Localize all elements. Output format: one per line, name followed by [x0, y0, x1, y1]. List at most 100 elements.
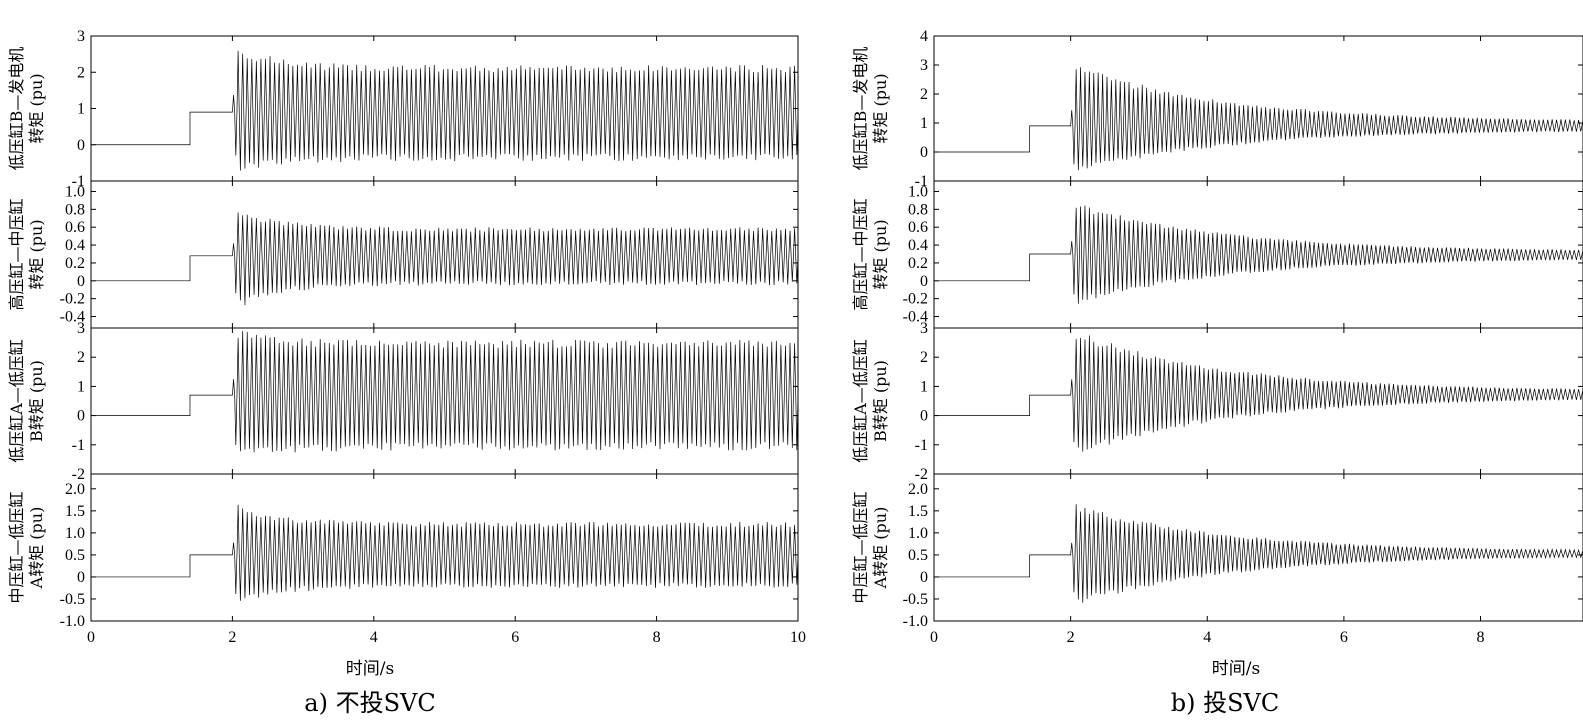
y-tick-label: 1.0 [65, 525, 85, 542]
subplot-1: -1 0 1 2 3 4 低压缸B—发电机 转矩 (pu) [851, 28, 1583, 190]
y-axis-label: A转矩 (pu) [27, 507, 46, 590]
x-tick-label: 8 [1477, 629, 1485, 646]
y-tick-label: 0.8 [908, 201, 928, 218]
x-tick-label: 4 [370, 629, 378, 646]
y-tick-label: 0.5 [908, 547, 928, 564]
y-tick-label: 2 [920, 86, 928, 103]
torque-trace [934, 504, 1583, 603]
y-tick-label: -0.2 [60, 291, 85, 308]
y-axis-label: 低压缸A—低压缸 [7, 339, 26, 463]
y-tick-label: 1.5 [908, 503, 928, 520]
y-tick-label: -1 [72, 173, 85, 190]
y-tick-label: 1 [77, 378, 85, 395]
y-tick-label: 0 [920, 273, 928, 290]
y-tick-label: -2 [72, 466, 85, 483]
torque-trace [91, 212, 799, 306]
y-tick-label: -0.5 [60, 591, 85, 608]
y-tick-label: 0 [77, 137, 85, 154]
y-tick-label: 2 [77, 349, 85, 366]
y-axis-label: 转矩 (pu) [27, 219, 46, 289]
y-tick-label: 3 [920, 320, 928, 337]
subplot-3: -2 -1 0 1 2 3 低压缸A—低压缸 B转矩 (pu) [7, 320, 799, 483]
y-tick-label: 0.2 [65, 255, 85, 272]
subplot-2: -0.4-0.200.20.40.60.81.0 高压缸—中压缸 转矩 (pu) [851, 180, 1583, 329]
y-tick-label: 2 [77, 64, 85, 81]
y-tick-label: 0 [920, 408, 928, 425]
subplot-1: -1 0 1 2 3 低压缸B—发电机 转矩 (pu) [7, 28, 799, 190]
x-tick-label: 4 [1203, 629, 1211, 646]
y-tick-label: 3 [77, 28, 85, 45]
y-tick-label: -0.4 [903, 309, 928, 326]
axes-frame [933, 473, 1583, 622]
axes-frame [933, 35, 1583, 182]
y-tick-label: -1 [915, 437, 928, 454]
torque-trace [91, 504, 799, 601]
x-tick-label: 10 [790, 629, 806, 646]
y-axis-label: 低压缸B—发电机 [851, 47, 870, 171]
y-axis-label: 转矩 (pu) [871, 219, 890, 289]
y-tick-label: 0 [77, 569, 85, 586]
y-axis-label: 高压缸—中压缸 [851, 198, 870, 310]
y-tick-label: -0.2 [903, 291, 928, 308]
x-tick-label: 0 [87, 629, 95, 646]
y-tick-label: 3 [77, 320, 85, 337]
torque-trace [91, 331, 799, 453]
subplot-2: -0.4-0.200.20.40.60.81.0 高压缸—中压缸 转矩 (pu) [7, 180, 799, 329]
y-tick-label: -1.0 [903, 613, 928, 630]
y-tick-label: -1 [72, 437, 85, 454]
y-axis-label: 中压缸—低压缸 [7, 491, 26, 603]
torque-trace [934, 67, 1583, 171]
y-tick-label: 0.5 [65, 547, 85, 564]
y-tick-label: 0.4 [65, 237, 85, 254]
axes-frame [90, 473, 799, 622]
y-axis-label: B转矩 (pu) [27, 360, 46, 442]
y-tick-label: -1 [915, 173, 928, 190]
subplot-3: -2 -1 0 1 2 3 低压缸A—低压缸 B转矩 (pu) [851, 320, 1583, 483]
y-tick-label: 0.4 [908, 237, 928, 254]
y-tick-label: 1 [77, 101, 85, 118]
y-tick-label: 0.8 [65, 201, 85, 218]
subplot-4: -1.0 -0.5 0 0.5 1.0 1.5 2.0 中压缸—低压缸 A转矩 (pu) [7, 473, 799, 630]
y-tick-label: 2.0 [908, 481, 928, 498]
panel-caption: a) 不投SVC [304, 689, 435, 717]
y-tick-label: 1 [920, 115, 928, 132]
y-tick-label: 2.0 [65, 481, 85, 498]
subplot-4: -1.0 -0.5 0 0.5 1.0 1.5 2.0 中压缸—低压缸 A转矩 (pu) [851, 473, 1583, 630]
x-axis-label: 时间/s [346, 659, 394, 679]
axes-frame [933, 180, 1583, 329]
x-tick-label: 2 [1067, 629, 1075, 646]
y-tick-label: 1.5 [65, 503, 85, 520]
y-tick-label: -1.0 [60, 613, 85, 630]
y-axis-label: 转矩 (pu) [871, 73, 890, 143]
y-tick-label: 1.0 [908, 525, 928, 542]
torque-trace [934, 335, 1583, 452]
y-tick-label: 0.6 [908, 219, 928, 236]
y-axis-label: A转矩 (pu) [871, 507, 890, 590]
y-tick-label: 2 [920, 349, 928, 366]
x-tick-label: 8 [653, 629, 661, 646]
y-axis-label: 高压缸—中压缸 [7, 198, 26, 310]
y-tick-label: 1.0 [65, 183, 85, 200]
y-tick-label: -2 [915, 466, 928, 483]
y-tick-label: 1.0 [908, 183, 928, 200]
x-tick-label: 0 [930, 629, 938, 646]
y-tick-label: 0.6 [65, 219, 85, 236]
x-tick-label: 2 [228, 629, 236, 646]
x-tick-label: 6 [1340, 629, 1348, 646]
y-tick-label: 0 [920, 144, 928, 161]
y-tick-label: -0.5 [903, 591, 928, 608]
y-tick-label: 0 [920, 569, 928, 586]
y-axis-label: 低压缸B—发电机 [7, 47, 26, 171]
y-tick-label: -0.4 [60, 309, 85, 326]
y-axis-label: 中压缸—低压缸 [851, 491, 870, 603]
y-tick-label: 0 [77, 273, 85, 290]
x-axis-label: 时间/s [1212, 659, 1260, 679]
y-tick-label: 0 [77, 408, 85, 425]
y-tick-label: 3 [920, 57, 928, 74]
x-tick-label: 6 [511, 629, 519, 646]
y-axis-label: 转矩 (pu) [27, 73, 46, 143]
y-tick-label: 1 [920, 378, 928, 395]
